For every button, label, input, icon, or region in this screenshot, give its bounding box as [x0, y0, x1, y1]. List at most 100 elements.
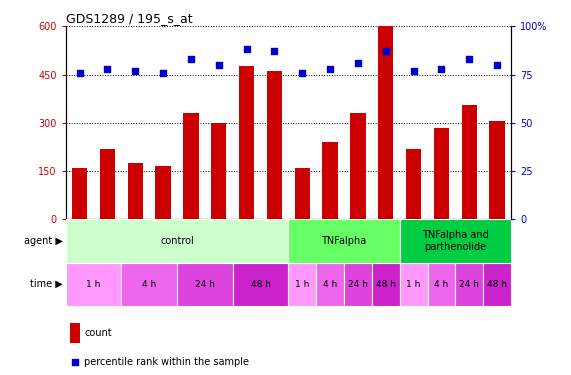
Bar: [66, 219, 288, 262]
Point: [186, 56, 195, 62]
Text: GSM47307: GSM47307: [186, 223, 195, 268]
Point: [242, 46, 251, 53]
Text: 4 h: 4 h: [323, 280, 337, 289]
Point: [131, 68, 140, 74]
Point: [214, 62, 223, 68]
Text: GSM47309: GSM47309: [242, 223, 251, 268]
Bar: [211, 123, 227, 219]
Bar: [205, 219, 233, 262]
Bar: [66, 262, 122, 306]
Bar: [372, 219, 400, 262]
Bar: [127, 163, 143, 219]
Bar: [372, 262, 400, 306]
Text: GSM47316: GSM47316: [437, 223, 446, 268]
Text: GSM47311: GSM47311: [297, 223, 307, 268]
Text: 1 h: 1 h: [407, 280, 421, 289]
Bar: [122, 219, 149, 262]
Point: [159, 70, 168, 76]
Text: count: count: [85, 328, 112, 338]
Text: GSM47305: GSM47305: [131, 223, 140, 268]
Bar: [400, 219, 511, 262]
Point: [493, 62, 502, 68]
Bar: [100, 148, 115, 219]
Text: 24 h: 24 h: [195, 280, 215, 289]
Bar: [316, 262, 344, 306]
Text: 48 h: 48 h: [376, 280, 396, 289]
Bar: [155, 166, 171, 219]
Text: 4 h: 4 h: [435, 280, 449, 289]
Bar: [428, 219, 456, 262]
Text: GSM47306: GSM47306: [159, 223, 168, 268]
Bar: [378, 26, 393, 219]
Bar: [177, 262, 233, 306]
Bar: [344, 262, 372, 306]
Bar: [260, 219, 288, 262]
Bar: [149, 219, 177, 262]
Text: 24 h: 24 h: [348, 280, 368, 289]
Bar: [400, 262, 428, 306]
Text: GSM47310: GSM47310: [270, 223, 279, 268]
Bar: [483, 262, 511, 306]
Bar: [233, 262, 288, 306]
Bar: [434, 128, 449, 219]
Text: GSM47318: GSM47318: [465, 223, 474, 268]
Point: [297, 70, 307, 76]
Bar: [183, 113, 199, 219]
Text: GSM47304: GSM47304: [103, 223, 112, 268]
Text: 24 h: 24 h: [459, 280, 479, 289]
Text: time ▶: time ▶: [30, 279, 63, 289]
Bar: [233, 219, 260, 262]
Bar: [316, 219, 344, 262]
Text: 4 h: 4 h: [142, 280, 156, 289]
Bar: [267, 71, 282, 219]
Point: [437, 66, 446, 72]
Bar: [295, 168, 310, 219]
Bar: [288, 219, 316, 262]
Bar: [323, 142, 338, 219]
Text: TNFalpha: TNFalpha: [321, 236, 367, 246]
Text: GSM47320: GSM47320: [493, 223, 502, 268]
Text: GSM47312: GSM47312: [325, 223, 335, 268]
Bar: [461, 105, 477, 219]
Bar: [72, 168, 87, 219]
Text: GDS1289 / 195_s_at: GDS1289 / 195_s_at: [66, 12, 192, 25]
Point: [325, 66, 335, 72]
Point: [270, 48, 279, 54]
Bar: [456, 219, 483, 262]
Bar: [177, 219, 205, 262]
Text: 1 h: 1 h: [86, 280, 100, 289]
Text: 1 h: 1 h: [295, 280, 309, 289]
Text: 48 h: 48 h: [487, 280, 507, 289]
Bar: [483, 219, 511, 262]
Text: 48 h: 48 h: [251, 280, 271, 289]
Bar: [70, 322, 80, 343]
Point: [381, 48, 391, 54]
Bar: [239, 66, 254, 219]
Point: [75, 70, 84, 76]
Bar: [66, 219, 94, 262]
Bar: [456, 262, 483, 306]
Text: GSM47308: GSM47308: [214, 223, 223, 268]
Bar: [350, 113, 365, 219]
Bar: [406, 148, 421, 219]
Point: [103, 66, 112, 72]
Text: GSM47302: GSM47302: [75, 223, 84, 268]
Bar: [94, 219, 122, 262]
Bar: [288, 219, 400, 262]
Point: [70, 359, 79, 365]
Point: [409, 68, 418, 74]
Bar: [428, 262, 456, 306]
Text: control: control: [160, 236, 194, 246]
Text: percentile rank within the sample: percentile rank within the sample: [85, 357, 250, 367]
Text: TNFalpha and
parthenolide: TNFalpha and parthenolide: [422, 230, 489, 252]
Text: GSM47314: GSM47314: [381, 223, 391, 268]
Bar: [400, 219, 428, 262]
Bar: [489, 121, 505, 219]
Point: [465, 56, 474, 62]
Bar: [344, 219, 372, 262]
Text: GSM47313: GSM47313: [353, 223, 363, 268]
Text: GSM47315: GSM47315: [409, 223, 418, 268]
Bar: [122, 262, 177, 306]
Bar: [288, 262, 316, 306]
Point: [353, 60, 363, 66]
